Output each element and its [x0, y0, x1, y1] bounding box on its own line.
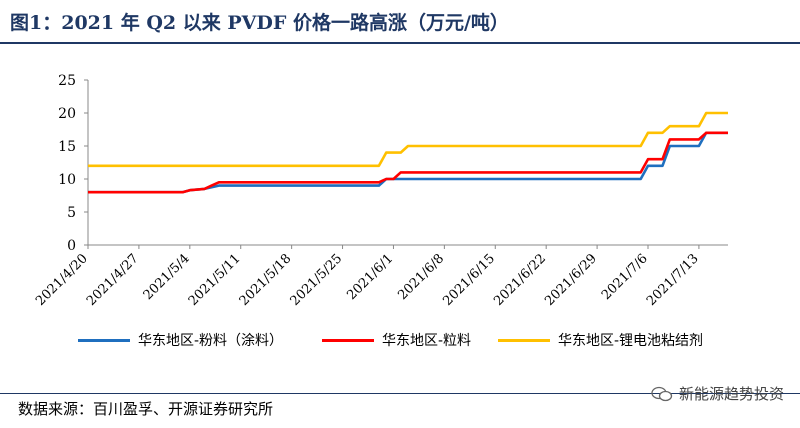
chart-legend: 华东地区-粉料（涂料） 华东地区-粒料 华东地区-锂电池粘结剂 [0, 330, 800, 356]
legend-label-powder: 华东地区-粉料（涂料） [138, 333, 284, 349]
x-tick-label: 2021/6/15 [440, 251, 498, 309]
series-line-0 [88, 131, 728, 194]
y-tick-label: 5 [67, 205, 76, 221]
y-tick-label: 20 [58, 106, 76, 122]
footer-divider [0, 393, 800, 394]
legend-label-binder: 华东地区-锂电池粘结剂 [558, 333, 704, 349]
x-tick-label: 2021/6/8 [395, 251, 447, 303]
data-source: 数据来源：百川盈孚、开源证券研究所 [18, 400, 274, 418]
legend-swatch-powder [78, 338, 130, 342]
x-tick-label: 2021/6/22 [491, 251, 549, 309]
x-tick-label: 2021/6/29 [542, 251, 600, 309]
legend-item-powder: 华东地区-粉料（涂料） [78, 330, 283, 350]
x-tick-label: 2021/7/13 [644, 251, 702, 309]
title-underline [0, 42, 800, 44]
x-tick-label: 2021/4/27 [84, 251, 142, 309]
x-tick-label: 2021/5/4 [141, 251, 193, 303]
legend-swatch-binder [498, 338, 550, 342]
y-tick-label: 0 [67, 238, 76, 254]
series-line-1 [88, 131, 728, 194]
legend-swatch-pellet [322, 338, 374, 342]
legend-item-pellet: 华东地区-粒料 [322, 330, 471, 350]
legend-label-pellet: 华东地区-粒料 [382, 333, 472, 349]
watermark-text: 新能源趋势投资 [678, 385, 784, 403]
legend-item-binder: 华东地区-锂电池粘结剂 [498, 330, 703, 350]
figure-title: 图1：2021 年 Q2 以来 PVDF 价格一路高涨（万元/吨） [10, 12, 509, 34]
watermark: 新能源趋势投资 [651, 383, 784, 404]
series-line-2 [88, 111, 728, 168]
y-tick-label: 25 [58, 73, 76, 89]
x-tick-label: 2021/5/18 [237, 251, 295, 309]
y-tick-label: 15 [58, 139, 76, 155]
x-tick-label: 2021/4/20 [33, 251, 91, 309]
y-tick-labels: 0 5 10 15 20 25 [58, 73, 76, 254]
x-tick-label: 2021/5/25 [288, 251, 346, 309]
x-tick-label: 2021/6/1 [344, 251, 396, 303]
wechat-icon [651, 386, 673, 401]
y-tick-label: 10 [58, 172, 76, 188]
chart-series [88, 111, 728, 194]
x-tick-label: 2021/7/6 [599, 251, 651, 303]
chart-axes [84, 79, 728, 249]
x-tick-label: 2021/5/11 [186, 251, 244, 309]
